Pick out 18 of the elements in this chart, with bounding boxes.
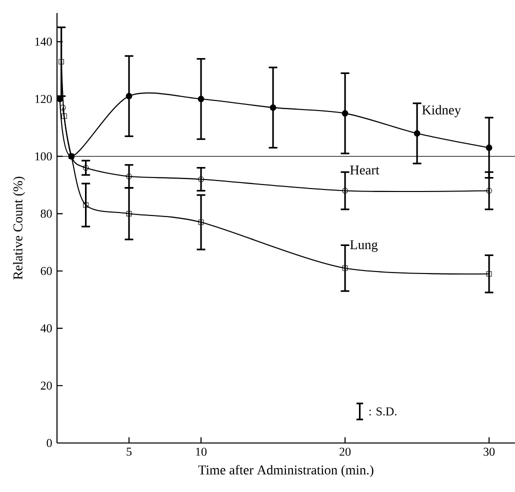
series-label: Lung — [350, 240, 378, 252]
y-tick-label: 20 — [40, 382, 52, 390]
x-tick-label: 5 — [126, 448, 132, 456]
y-tick-label: 80 — [40, 210, 52, 218]
annotation: : S.D. — [369, 407, 396, 416]
x-tick-label: 10 — [196, 448, 207, 456]
y-axis-title: Relative Count (%) — [13, 176, 26, 280]
y-tick-label: 140 — [35, 38, 52, 46]
y-tick-label: 0 — [46, 438, 52, 448]
y-tick-label: 40 — [40, 324, 52, 332]
x-tick-label: 30 — [484, 448, 495, 456]
x-axis-title: Time after Administration (min.) — [198, 464, 374, 478]
y-tick-label: 100 — [35, 152, 52, 160]
series-label: Kidney — [422, 105, 461, 118]
series-label: Heart — [350, 166, 380, 175]
x-tick-label: 20 — [340, 448, 351, 456]
y-tick-label: 120 — [35, 94, 52, 104]
y-tick-label: 60 — [40, 266, 52, 276]
